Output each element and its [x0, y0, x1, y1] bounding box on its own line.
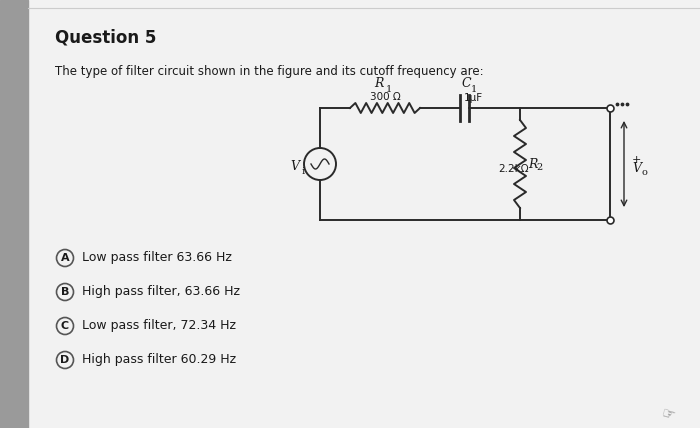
Text: 1: 1 [386, 85, 392, 94]
Text: R: R [528, 158, 538, 170]
Text: V: V [290, 160, 299, 173]
Text: V: V [632, 161, 641, 175]
Bar [0, 0, 28, 428]
Text: 300 Ω: 300 Ω [370, 92, 400, 102]
Text: Question 5: Question 5 [55, 28, 156, 46]
Text: C: C [61, 321, 69, 331]
Text: R: R [374, 77, 384, 90]
Text: Low pass filter 63.66 Hz: Low pass filter 63.66 Hz [82, 252, 232, 265]
Text: A: A [61, 253, 69, 263]
Text: High pass filter 60.29 Hz: High pass filter 60.29 Hz [82, 354, 236, 366]
Text: The type of filter circuit shown in the figure and its cutoff frequency are:: The type of filter circuit shown in the … [55, 65, 484, 78]
Text: 1: 1 [471, 85, 477, 94]
Text: 2.2kΩ: 2.2kΩ [498, 164, 528, 174]
Text: ☞: ☞ [659, 406, 676, 424]
Text: +: + [632, 155, 641, 165]
Text: C: C [462, 77, 472, 90]
Text: D: D [60, 355, 69, 365]
Text: High pass filter, 63.66 Hz: High pass filter, 63.66 Hz [82, 285, 240, 298]
Text: Low pass filter, 72.34 Hz: Low pass filter, 72.34 Hz [82, 319, 236, 333]
Text: 2: 2 [536, 163, 542, 172]
Text: i: i [302, 166, 305, 175]
Text: 1μF: 1μF [464, 93, 483, 103]
Text: o: o [641, 167, 647, 176]
Text: B: B [61, 287, 69, 297]
